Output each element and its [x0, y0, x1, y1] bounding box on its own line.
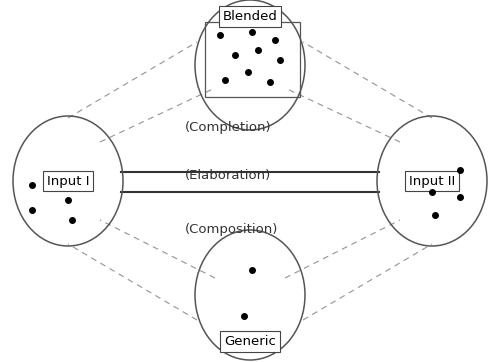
Text: Generic: Generic [224, 335, 276, 348]
Text: Blended: Blended [222, 10, 278, 23]
Text: (Composition): (Composition) [185, 223, 278, 236]
Bar [205, 22, 300, 97]
Text: (Elaboration): (Elaboration) [185, 168, 271, 181]
Text: (Completion): (Completion) [185, 122, 272, 135]
Text: Input II: Input II [409, 174, 455, 188]
Text: Input I: Input I [47, 174, 89, 188]
